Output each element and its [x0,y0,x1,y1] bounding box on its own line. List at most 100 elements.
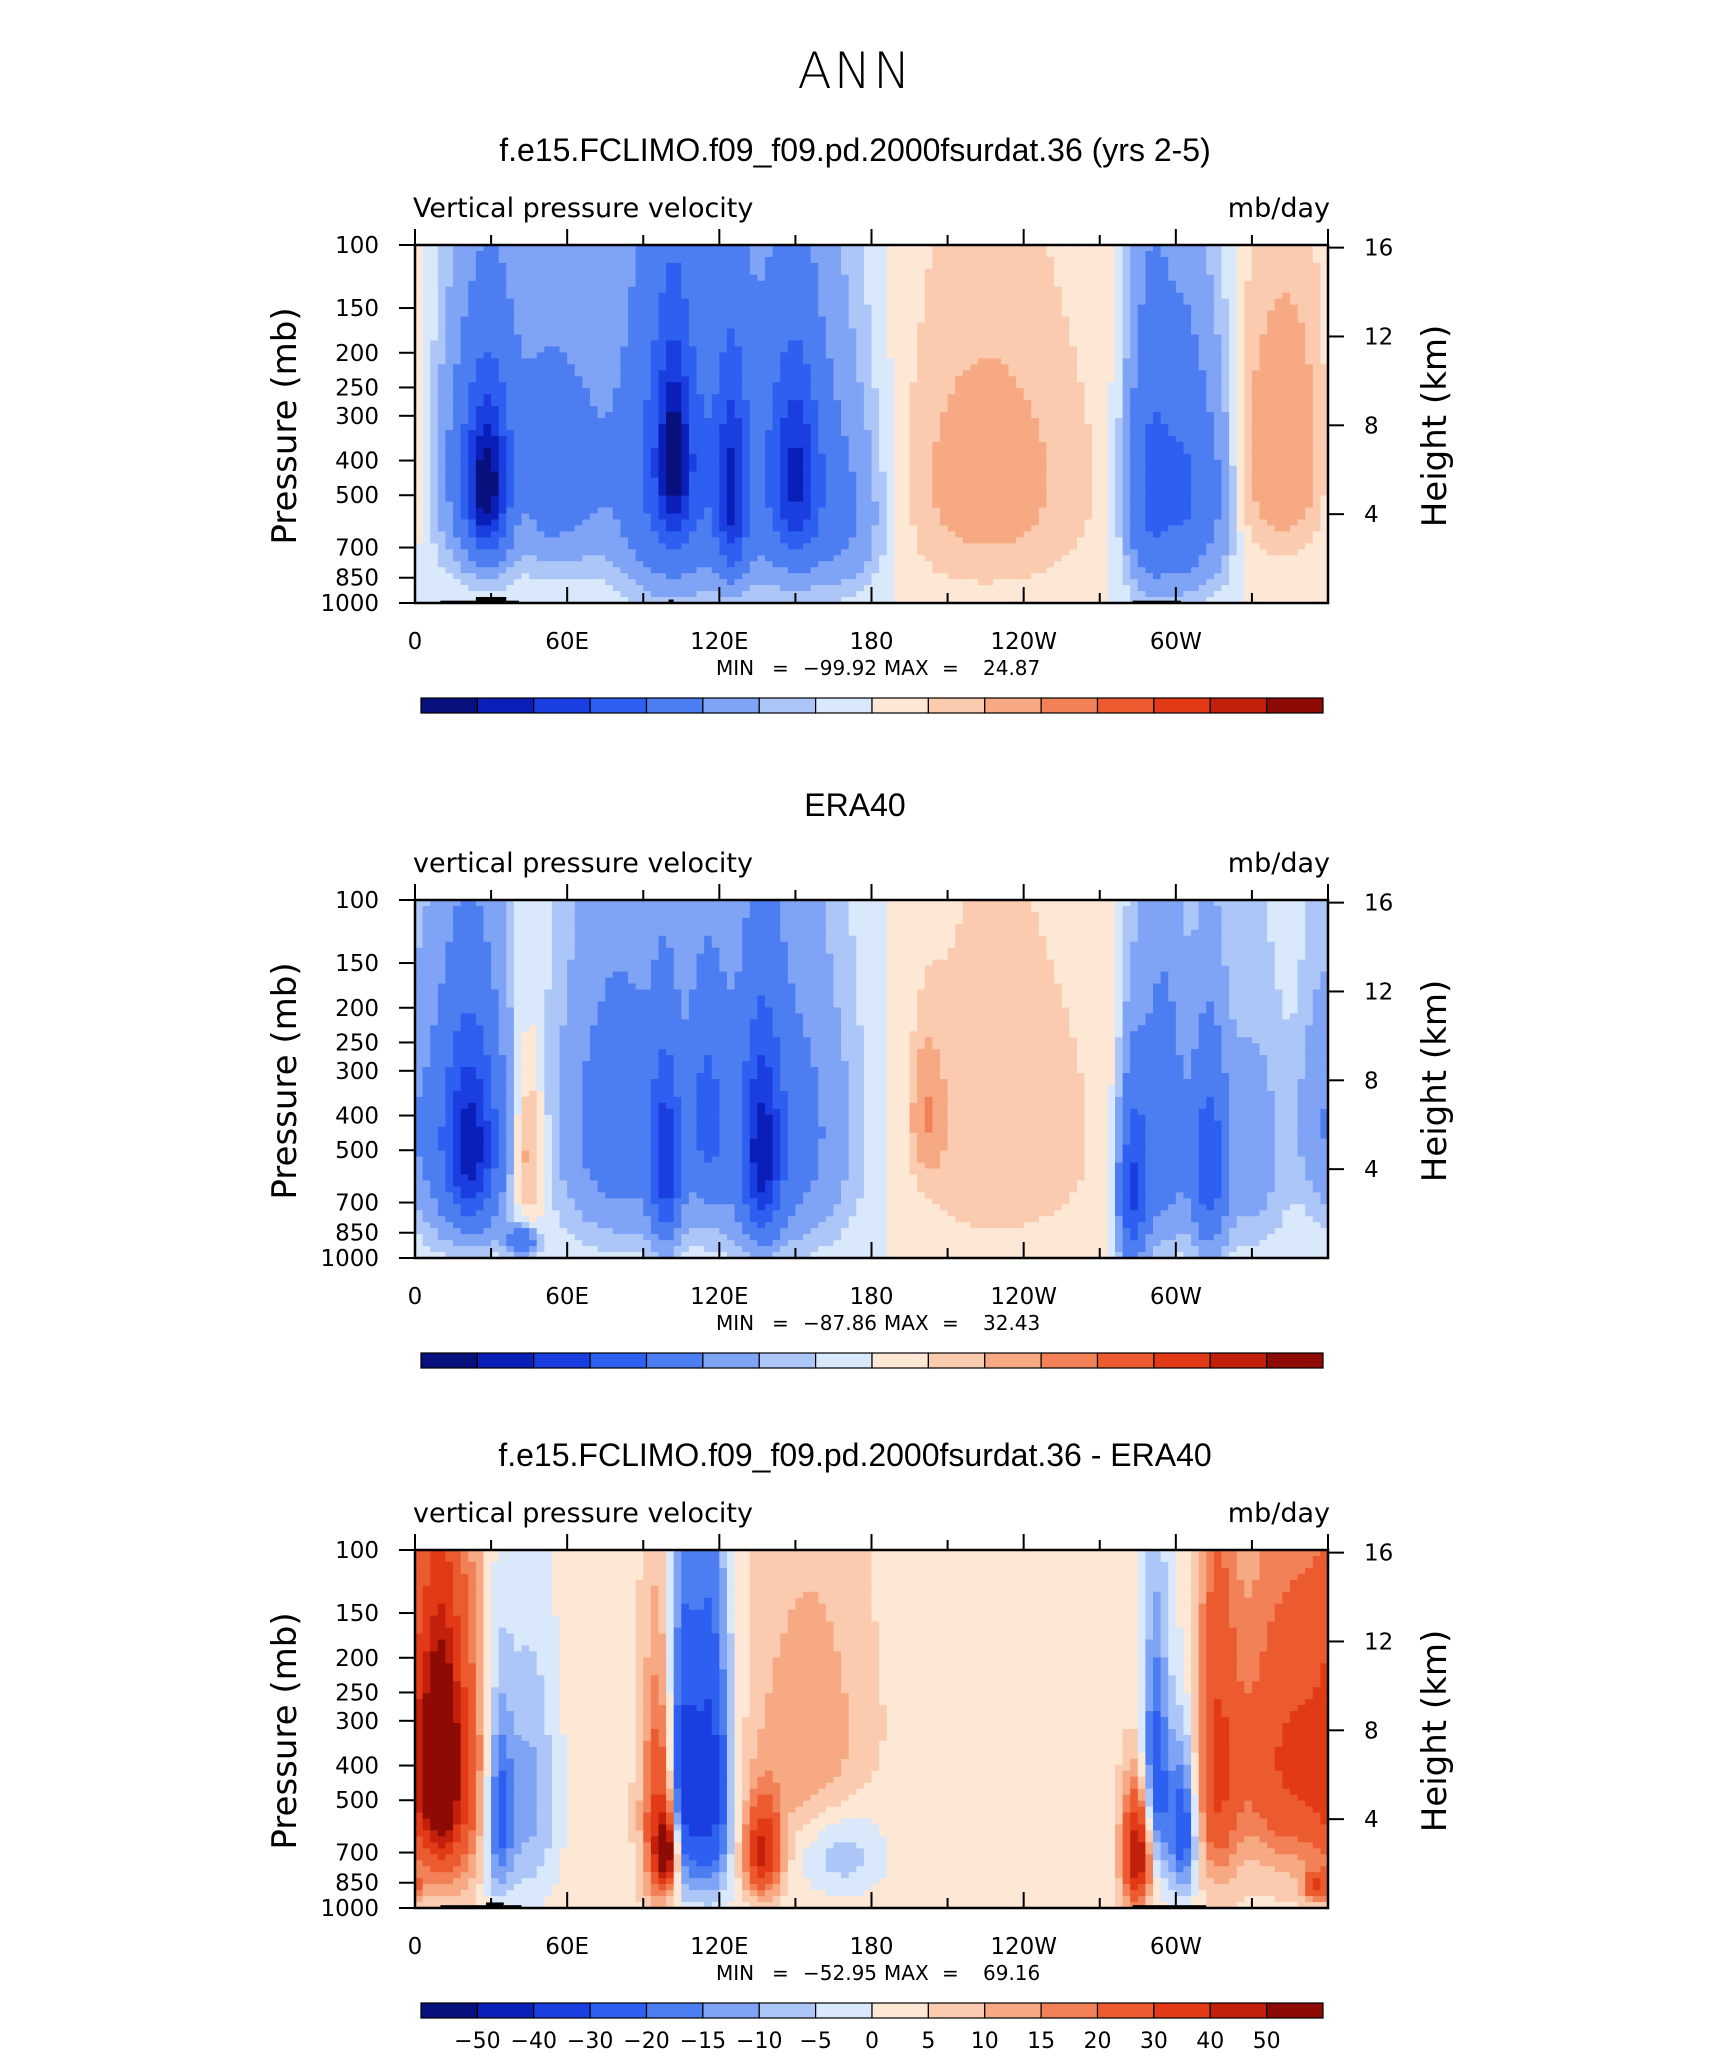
heatmap-cell [803,477,812,485]
heatmap-cell [1175,364,1185,371]
heatmap-cell [704,441,713,449]
heatmap-cell [856,435,865,443]
heatmap-cell [498,441,507,449]
heatmap-cell [1251,364,1261,371]
heatmap-cell [1114,465,1124,473]
heatmap-cell [1274,322,1283,330]
heatmap-cell [605,465,614,473]
heatmap-cell [491,459,500,467]
heatmap-cell [620,459,629,467]
heatmap-cell [749,298,758,306]
heatmap-cell [1069,262,1078,270]
heatmap-cell [1130,328,1139,336]
heatmap-cell [1221,292,1230,300]
heatmap-cell [483,388,492,395]
heatmap-cell [970,483,979,491]
heatmap-cell [749,250,758,258]
heatmap-cell [757,382,766,389]
heatmap-cell [1191,483,1200,491]
heatmap-cell [833,322,842,330]
heatmap-cell [947,489,956,497]
heatmap-cell [513,262,523,270]
heatmap-cell [643,376,652,383]
heatmap-cell [1114,477,1124,485]
heatmap-cell [879,471,888,479]
heatmap-cell [498,340,507,348]
heatmap-cell [1259,406,1268,413]
heatmap-cell [848,292,857,300]
heatmap-cell [825,400,835,407]
heatmap-cell [772,292,781,300]
heatmap-cell [985,435,994,443]
heatmap-cell [1259,471,1268,479]
heatmap-cell [1130,292,1139,300]
heatmap-cell [764,394,774,401]
heatmap-cell [711,424,720,431]
heatmap-cell [757,298,766,306]
heatmap-cell [825,268,835,276]
heatmap-cell [498,394,507,401]
heatmap-cell [780,483,789,491]
heatmap-cell [795,346,804,353]
heatmap-cell [810,292,819,300]
heatmap-cell [1267,245,1276,252]
heatmap-cell [529,394,538,401]
heatmap-cell [1244,274,1253,282]
heatmap-cell [795,304,804,312]
heatmap-cell [1274,412,1283,419]
heatmap-cell [962,418,972,425]
heatmap-cell [978,483,987,491]
heatmap-cell [1259,358,1268,365]
heatmap-cell [947,394,956,401]
heatmap-cell [574,346,583,353]
heatmap-cell [544,424,553,431]
heatmap-cell [985,358,994,365]
heatmap-cell [795,412,804,419]
heatmap-cell [589,447,599,455]
heatmap-cell [673,459,682,467]
heatmap-cell [437,304,447,312]
heatmap-cell [917,459,926,467]
heatmap-cell [521,292,530,300]
heatmap-cell [772,310,781,318]
heatmap-cell [1244,459,1253,467]
heatmap-cell [422,406,431,413]
heatmap-cell [1016,382,1025,389]
heatmap-cell [1000,340,1010,348]
heatmap-cell [757,334,766,342]
heatmap-cell [1191,471,1200,479]
heatmap-cell [453,477,462,485]
heatmap-cell [620,316,629,324]
heatmap-cell [1061,286,1070,294]
heatmap-cell [1092,280,1101,288]
heatmap-cell [924,370,933,377]
heatmap-cell [764,322,774,330]
heatmap-cell [589,376,599,383]
heatmap-cell [1206,364,1215,371]
heatmap-cell [1198,477,1207,485]
heatmap-cell [1000,322,1010,330]
heatmap-cell [681,412,690,419]
heatmap-cell [1297,370,1306,377]
heatmap-cell [932,388,941,395]
heatmap-cell [468,340,477,348]
heatmap-cell [787,250,797,258]
heatmap-cell [1267,298,1276,306]
heatmap-cell [1054,400,1063,407]
heatmap-cell [932,250,941,258]
heatmap-cell [1054,453,1063,461]
heatmap-cell [1198,364,1207,371]
heatmap-cell [491,322,500,330]
heatmap-cell [1099,286,1108,294]
heatmap-cell [1297,316,1306,324]
heatmap-cell [1259,400,1268,407]
heatmap-cell [529,292,538,300]
heatmap-cell [978,459,987,467]
heatmap-cell [1153,280,1162,288]
heatmap-cell [688,358,698,365]
heatmap-cell [635,435,644,443]
heatmap-cell [1000,394,1010,401]
heatmap-cell [970,435,979,443]
heatmap-cell [1038,382,1048,389]
heatmap-cell [551,424,561,431]
